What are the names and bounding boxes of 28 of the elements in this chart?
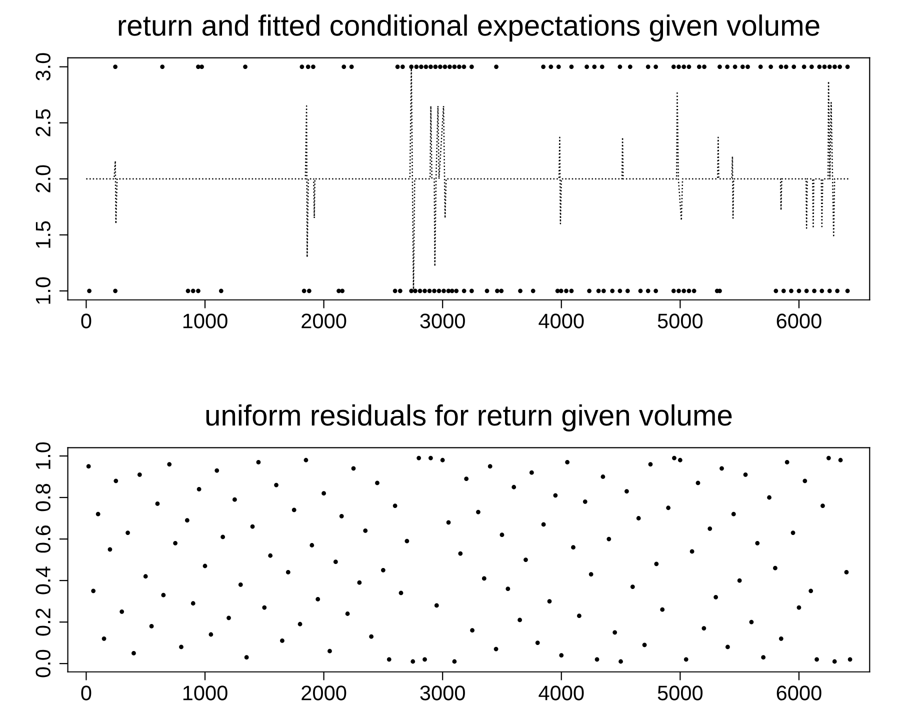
y-tick-label: 3.0 [36, 53, 50, 80]
y-tick-label: 0.2 [36, 608, 50, 636]
y-tick-label: 2.5 [36, 109, 50, 136]
y-tick-label: 0.4 [36, 566, 50, 594]
line-series [86, 66, 851, 292]
x-tick-label: 2000 [302, 686, 346, 700]
y-tick-label: 1.5 [36, 221, 50, 248]
x-tick-label: 6000 [776, 686, 822, 700]
x-tick-label: 3000 [420, 314, 465, 328]
x-tick-label: 1000 [183, 314, 228, 328]
y-tick-label: 0.6 [36, 525, 50, 553]
x-tick-label: 4000 [538, 686, 584, 700]
x-tick-label: 0 [81, 686, 92, 700]
chart-title: return and fitted conditional expectations given volume [118, 14, 820, 42]
y-tick-label: 1.0 [36, 277, 50, 304]
x-tick-label: 0 [81, 314, 92, 328]
y-tick-label: 2.0 [36, 165, 50, 192]
x-tick-label: 3000 [420, 686, 465, 700]
x-tick-label: 1000 [183, 686, 228, 700]
x-tick-label: 6000 [776, 314, 822, 328]
chart-title: uniform residuals for return given volume [206, 404, 732, 432]
y-tick-label: 1.0 [36, 442, 50, 469]
x-tick-label: 2000 [302, 314, 346, 328]
x-tick-label: 5000 [658, 314, 703, 328]
x-tick-label: 5000 [658, 686, 703, 700]
y-tick-label: 0.0 [36, 650, 50, 678]
y-tick-label: 0.8 [36, 484, 50, 512]
x-tick-label: 4000 [538, 314, 584, 328]
